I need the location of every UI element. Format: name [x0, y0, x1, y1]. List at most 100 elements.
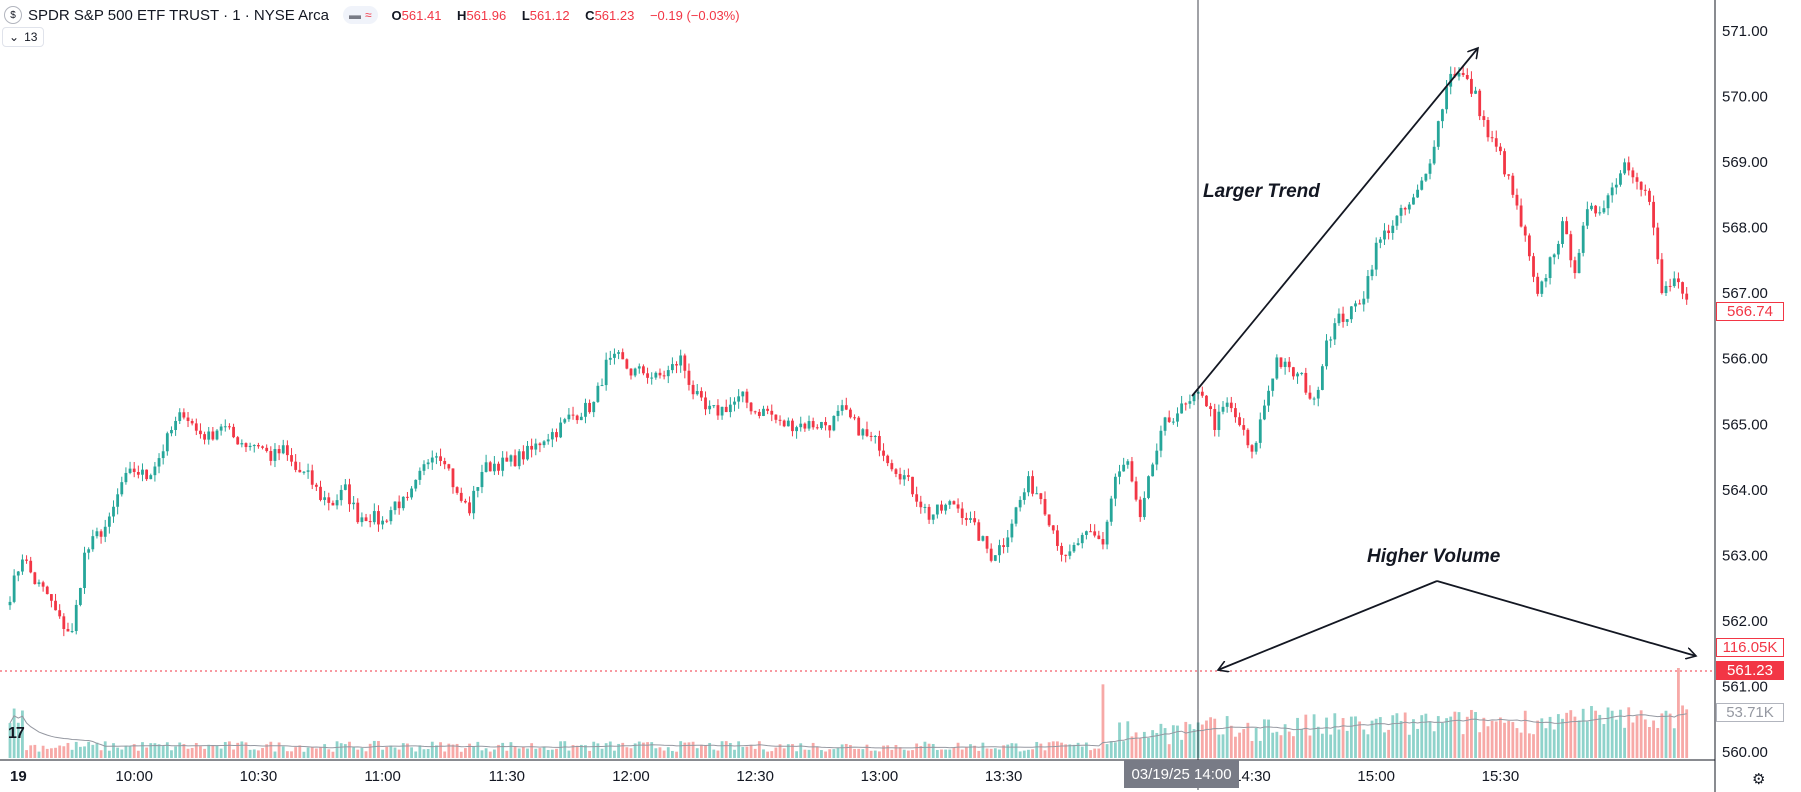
volume-bar: [1014, 743, 1018, 758]
volume-bar: [1010, 743, 1014, 758]
volume-bar: [1122, 741, 1126, 758]
candle-body: [95, 531, 99, 537]
candle-body: [559, 422, 563, 438]
candle-body: [1113, 476, 1117, 499]
volume-bar: [401, 743, 405, 758]
candle-body: [1656, 227, 1660, 260]
candle-body: [352, 502, 356, 505]
volume-bar: [1300, 728, 1304, 758]
candle-body: [1370, 269, 1374, 277]
volume-bar: [1142, 731, 1146, 758]
candle-body: [679, 355, 683, 366]
price-tick-label: 564.00: [1722, 482, 1768, 499]
volume-bar: [203, 748, 206, 758]
candle-body: [8, 601, 12, 606]
symbol-title[interactable]: SPDR S&P 500 ETF TRUST · 1 · NYSE Arca: [28, 6, 329, 24]
candle-body: [252, 445, 256, 447]
candle-body: [1519, 205, 1523, 227]
candle-body: [1031, 476, 1034, 494]
volume-bar: [397, 749, 401, 758]
time-tick-label: 13:00: [861, 768, 899, 785]
volume-bar: [882, 745, 885, 758]
volume-bar: [567, 750, 571, 758]
volume-bar: [1515, 728, 1519, 758]
volume-bar: [1602, 724, 1606, 758]
candle-body: [298, 469, 302, 473]
candle-body: [1229, 402, 1233, 409]
volume-bar: [339, 743, 343, 758]
volume-bar: [820, 750, 823, 758]
price-tick-label: 570.00: [1722, 89, 1768, 106]
volume-bar: [1523, 710, 1527, 758]
candle-body: [600, 385, 604, 387]
candle-body: [1378, 239, 1382, 243]
symbol-legend[interactable]: $ SPDR S&P 500 ETF TRUST · 1 · NYSE Arca…: [4, 4, 746, 26]
candle-body: [1312, 398, 1316, 400]
candle-body: [1060, 545, 1063, 555]
candle-body: [128, 468, 132, 473]
candle-body: [1296, 373, 1299, 377]
candle-body: [1585, 209, 1589, 226]
volume-bar: [244, 742, 248, 758]
volume-bar: [1337, 729, 1341, 758]
time-axis[interactable]: 19 10:00 10:30 11:00 11:30 12:00 12:30 13:00 13:…: [10, 768, 1519, 785]
volume-bar: [451, 744, 455, 758]
volume-bar: [720, 741, 724, 758]
candle-body: [1051, 525, 1055, 531]
indicators-toggle-button[interactable]: ⌄ 13: [2, 27, 45, 47]
volume-bar: [8, 723, 12, 758]
candle-body: [720, 406, 724, 416]
settings-icon[interactable]: ⚙: [1752, 771, 1766, 788]
volume-bar: [1457, 712, 1461, 758]
volume-bar: [501, 742, 505, 758]
candle-body: [1320, 366, 1324, 390]
volume-bar: [1238, 732, 1241, 758]
status-badge[interactable]: ▬ ≈: [342, 6, 378, 24]
candle-body: [257, 445, 260, 447]
volume-bar: [132, 744, 136, 758]
tradingview-logo[interactable]: 17: [8, 725, 25, 742]
candle-body: [1668, 285, 1672, 287]
price-axis[interactable]: 571.00 570.00 569.00 568.00 567.00 566.00 565.…: [1722, 23, 1768, 761]
candle-body: [1080, 534, 1084, 544]
volume-bar: [1325, 717, 1328, 758]
volume-bar: [671, 750, 674, 758]
candle-body: [584, 402, 587, 417]
volume-bar: [1474, 712, 1477, 758]
volume-bar: [1470, 709, 1473, 758]
volume-bar: [1147, 737, 1150, 758]
candle-body: [1387, 230, 1391, 233]
volume-bar: [803, 749, 807, 758]
volume-bar: [811, 742, 815, 758]
volume-bar: [608, 741, 612, 758]
volume-bar: [757, 741, 761, 758]
volume-bar: [646, 742, 649, 758]
volume-bar: [1532, 734, 1535, 758]
candle-body: [1474, 90, 1477, 94]
volume-bar: [1217, 734, 1221, 758]
volume-bar: [426, 749, 430, 758]
volume-bar: [298, 745, 302, 758]
volume-bar: [716, 750, 720, 758]
volume-bar: [604, 743, 608, 758]
volume-bar: [534, 748, 538, 758]
candle-body: [786, 420, 790, 427]
candle-body: [621, 352, 625, 360]
volume-bar: [1623, 727, 1626, 758]
volume-bar: [629, 748, 633, 758]
candle-body: [1217, 411, 1221, 430]
candle-body: [791, 420, 794, 432]
candle-body: [828, 425, 832, 431]
candle-body: [977, 522, 981, 541]
volume-bar: [679, 741, 683, 758]
volume-bar: [836, 747, 840, 758]
candle-body: [815, 427, 819, 429]
candle-body: [1395, 215, 1399, 226]
volume-bar: [335, 741, 339, 758]
candle-body: [149, 475, 153, 480]
volume-bar: [1585, 721, 1589, 758]
volume-bar: [1229, 725, 1233, 758]
candle-body: [397, 501, 401, 509]
candle-body: [306, 470, 310, 472]
